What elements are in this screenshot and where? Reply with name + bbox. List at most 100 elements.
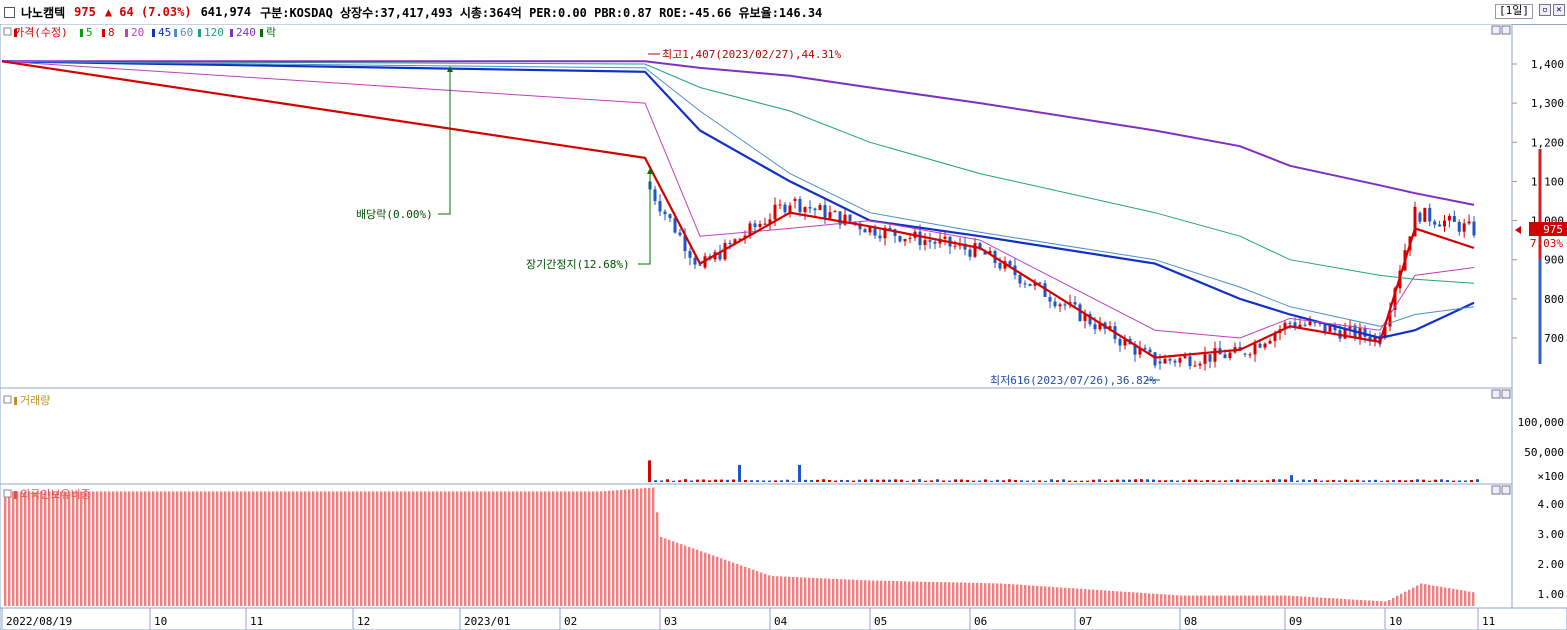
foreign-bar <box>1092 589 1095 606</box>
restore-icon[interactable]: ▫ <box>1539 4 1551 16</box>
volume-bar <box>756 480 759 482</box>
foreign-bar <box>120 491 123 606</box>
foreign-bar <box>1432 585 1435 606</box>
foreign-bar <box>796 577 799 606</box>
candle <box>1048 296 1052 302</box>
candle <box>783 204 787 213</box>
foreign-bar <box>880 580 883 606</box>
price-legend: 가격(수정) 5 8 20 45 60 120 240 락 <box>3 26 276 39</box>
stock-chart[interactable]: 가격(수정) 5 8 20 45 60 120 240 락 거래량 외국인보유비… <box>0 24 1567 630</box>
candle <box>1423 207 1427 222</box>
foreign-bar <box>1460 590 1463 606</box>
legend-ma8: 8 <box>108 26 115 39</box>
close-icon[interactable]: ✕ <box>1553 4 1565 16</box>
candle <box>673 218 677 233</box>
foreign-bar <box>528 491 531 606</box>
candle <box>903 238 907 242</box>
candle <box>1323 323 1327 332</box>
foreign-bar <box>644 488 647 606</box>
volume-bar <box>1254 480 1257 482</box>
volume-bar <box>864 479 867 482</box>
foreign-bar <box>604 491 607 606</box>
candle <box>1143 348 1147 350</box>
legend-price: 가격(수정) <box>14 26 68 39</box>
volume-pane <box>0 387 1513 485</box>
candle <box>1228 352 1232 359</box>
foreign-bar <box>376 491 379 606</box>
foreign-bar <box>196 491 199 606</box>
foreign-bar <box>1240 595 1243 606</box>
foreign-bar <box>924 581 927 606</box>
volume-bar <box>702 479 705 482</box>
volume-bar <box>1170 479 1173 482</box>
candle <box>1203 354 1207 364</box>
volume-bar <box>720 479 723 482</box>
foreign-bar <box>100 491 103 606</box>
period-selector[interactable]: [1일] <box>1495 4 1533 19</box>
foreign-bar <box>668 539 671 606</box>
grid-lines <box>1 63 1517 630</box>
select-checkbox[interactable] <box>4 6 15 18</box>
foreign-bar <box>520 491 523 606</box>
candle <box>793 198 797 201</box>
foreign-bar <box>1268 595 1271 606</box>
volume-bar <box>792 480 795 482</box>
foreign-bar <box>108 491 111 606</box>
foreign-bar <box>832 578 835 606</box>
legend-ma45: 45 <box>158 26 171 39</box>
stock-name: 나노캠텍 <box>21 5 66 20</box>
volume-bar <box>804 479 807 482</box>
suspend-annotation: 장기간정지(12.68%) <box>526 258 630 271</box>
volume-bar <box>942 480 945 482</box>
pane-controls[interactable] <box>1491 25 1511 495</box>
foreign-bar <box>336 491 339 606</box>
foreign-bar <box>1076 588 1079 606</box>
candle <box>1298 324 1302 328</box>
volume-legend-box <box>3 395 12 404</box>
candle <box>1253 343 1257 355</box>
foreign-bar <box>1152 593 1155 606</box>
candle <box>1472 221 1476 236</box>
foreign-bar <box>248 491 251 606</box>
volume-bar <box>1086 480 1089 482</box>
foreign-bar <box>884 580 887 606</box>
volume-bar <box>900 479 903 482</box>
foreign-bar <box>272 491 275 606</box>
candle <box>933 241 937 244</box>
y-tick-label: 50,000 <box>1524 446 1564 459</box>
foreign-bar <box>328 491 331 606</box>
foreign-bar <box>896 581 899 606</box>
foreign-bar <box>1300 596 1303 606</box>
volume-bar <box>1350 480 1353 482</box>
foreign-bar <box>1464 590 1467 606</box>
candle <box>773 204 777 220</box>
volume-bar <box>1248 480 1251 482</box>
volume-bar <box>948 480 951 482</box>
foreign-bar <box>588 491 591 606</box>
volume-bar <box>1014 479 1017 482</box>
foreign-bar <box>728 561 731 606</box>
foreign-bar <box>1472 592 1475 606</box>
foreign-bar <box>1008 584 1011 606</box>
volume-bar <box>852 480 855 482</box>
candle <box>908 237 912 239</box>
foreign-bar <box>1444 587 1447 606</box>
foreign-bar <box>752 569 755 606</box>
volume-bar <box>1206 479 1209 482</box>
foreign-bar <box>696 549 699 606</box>
foreign-bar <box>308 491 311 606</box>
legend-ma120: 120 <box>204 26 224 39</box>
candle <box>1038 282 1042 284</box>
high-annotation: 최고1,407(2023/02/27),44.31% <box>662 48 842 61</box>
candle <box>1023 283 1027 285</box>
foreign-bar <box>128 491 131 606</box>
candle <box>733 239 737 244</box>
foreign-bar <box>584 491 587 606</box>
foreign-bar <box>980 583 983 606</box>
foreign-bar <box>576 491 579 606</box>
foreign-bar <box>1052 586 1055 606</box>
foreign-bar <box>508 491 511 606</box>
candle <box>1158 361 1162 364</box>
foreign-bar <box>1184 595 1187 606</box>
foreign-bar <box>948 582 951 606</box>
